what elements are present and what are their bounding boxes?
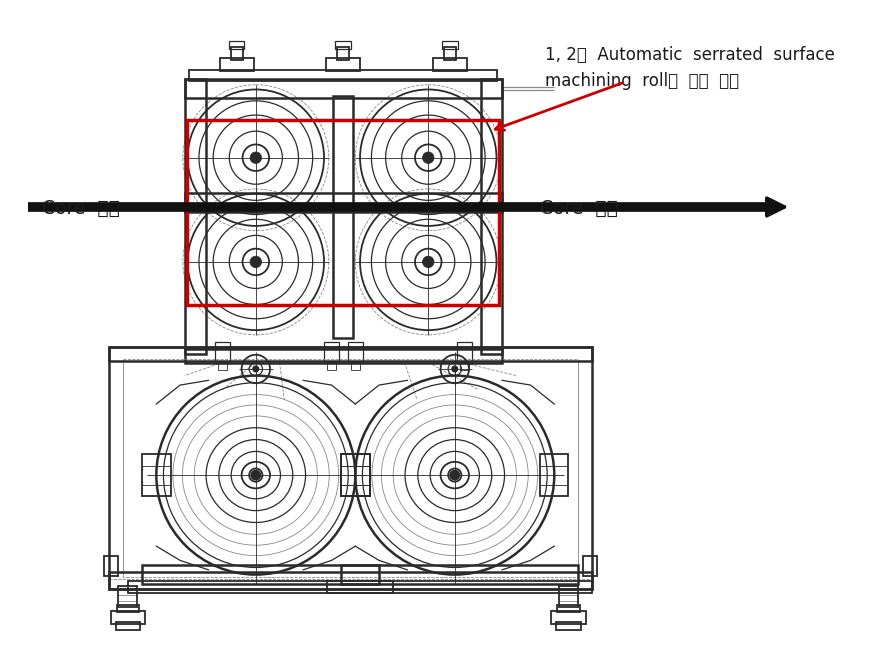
Bar xyxy=(351,362,360,370)
Bar xyxy=(115,622,140,630)
Bar xyxy=(557,605,580,612)
Bar xyxy=(185,349,502,363)
Bar xyxy=(327,581,592,593)
Text: Core  투입: Core 투입 xyxy=(42,200,120,218)
Bar xyxy=(559,586,578,606)
Bar xyxy=(442,41,457,49)
Bar xyxy=(109,347,592,361)
Bar xyxy=(333,96,353,338)
Bar xyxy=(215,342,230,363)
Bar xyxy=(220,59,254,71)
Circle shape xyxy=(250,256,261,267)
Circle shape xyxy=(250,152,261,164)
Bar xyxy=(123,358,578,577)
Bar xyxy=(583,556,597,577)
Bar xyxy=(218,362,227,370)
Bar xyxy=(341,565,578,584)
Bar xyxy=(118,586,138,606)
Bar xyxy=(433,59,467,71)
Bar xyxy=(327,362,337,370)
Bar xyxy=(185,79,206,354)
Bar xyxy=(111,610,145,624)
Circle shape xyxy=(452,366,457,372)
Text: 1, 2차  Automatic  serrated  surface: 1, 2차 Automatic serrated surface xyxy=(545,46,835,64)
Bar xyxy=(337,47,349,60)
Bar xyxy=(481,79,502,354)
Bar xyxy=(444,47,456,60)
Bar xyxy=(185,193,502,211)
Bar xyxy=(348,342,363,363)
Bar xyxy=(336,41,351,49)
Circle shape xyxy=(423,152,434,164)
Text: machining  roll을  통한  가공: machining roll을 통한 가공 xyxy=(545,72,739,90)
Bar xyxy=(341,454,369,496)
Bar xyxy=(229,41,244,49)
Circle shape xyxy=(253,366,258,372)
Bar xyxy=(109,347,592,589)
Bar xyxy=(104,556,118,577)
Bar xyxy=(231,47,242,60)
Bar xyxy=(540,454,568,496)
Bar xyxy=(186,120,499,305)
Bar xyxy=(109,572,592,589)
Bar xyxy=(324,342,339,363)
Bar xyxy=(341,454,369,496)
Bar xyxy=(116,605,139,612)
Bar xyxy=(556,622,581,630)
Bar xyxy=(459,362,469,370)
Bar xyxy=(326,59,360,71)
Bar xyxy=(456,342,472,363)
Circle shape xyxy=(251,470,260,480)
Bar xyxy=(142,454,170,496)
Circle shape xyxy=(450,470,459,480)
Bar xyxy=(128,581,393,593)
Bar xyxy=(551,610,585,624)
Bar xyxy=(142,565,379,584)
Bar xyxy=(185,79,502,98)
Circle shape xyxy=(423,256,434,267)
Bar xyxy=(189,70,497,81)
Text: Core  반출: Core 반출 xyxy=(540,200,618,218)
